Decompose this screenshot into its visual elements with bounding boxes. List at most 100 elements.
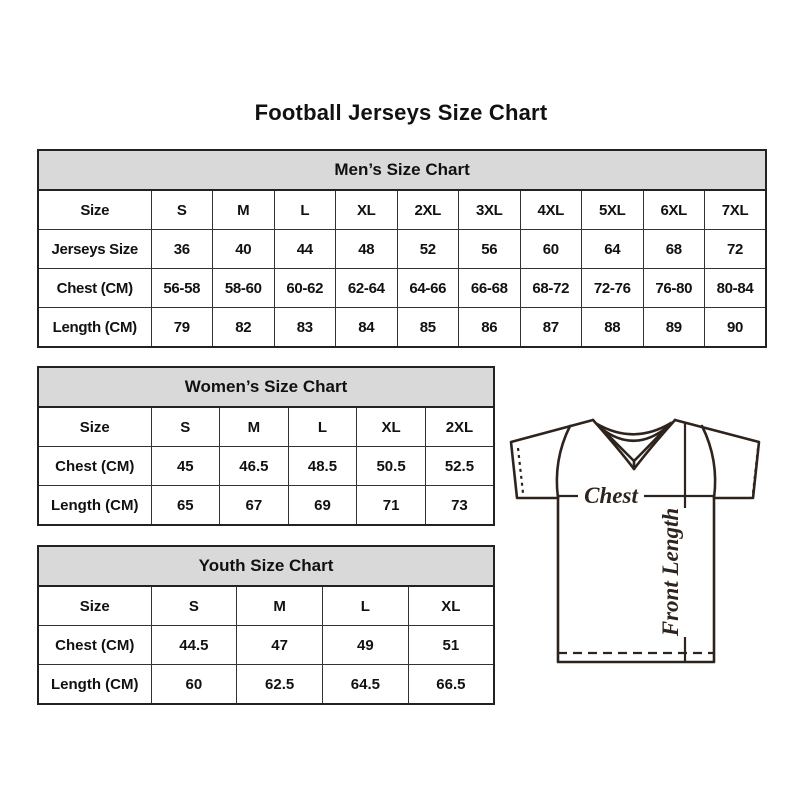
- size-value-cell: 71: [356, 485, 426, 526]
- size-value-cell: 79: [150, 307, 213, 348]
- table-row: Length (CM) 60 62.5 64.5 66.5: [37, 664, 495, 705]
- size-value-cell: 64-66: [396, 268, 459, 308]
- size-value-cell: 6XL: [642, 189, 705, 230]
- mens-size-table: Men’s Size Chart Size S M L XL 2XL 3XL 4XL 5XL 6X…: [36, 149, 768, 348]
- row-label: Size: [37, 406, 152, 447]
- size-value-cell: L: [273, 189, 336, 230]
- jersey-torso-outline: [556, 496, 716, 664]
- size-value-cell: 60: [150, 664, 238, 705]
- jersey-left-armhole: [555, 424, 572, 500]
- page-title: Football Jerseys Size Chart: [254, 100, 548, 125]
- row-label: Chest (CM): [37, 446, 152, 486]
- table-row: Length (CM) 65 67 69 71 73: [37, 485, 495, 526]
- youth-table-header-row: Youth Size Chart: [36, 545, 496, 587]
- row-label: Chest (CM): [37, 625, 152, 665]
- table-row: Chest (CM) 45 46.5 48.5 50.5 52.5: [37, 446, 495, 486]
- youth-table-title: Youth Size Chart: [36, 545, 496, 587]
- jersey-collar-back-arc-inner: [600, 426, 668, 442]
- jersey-right-cuff-stitch: [751, 447, 760, 494]
- size-value-cell: XL: [335, 189, 398, 230]
- size-value-cell: 58-60: [212, 268, 275, 308]
- row-label: Size: [37, 585, 152, 626]
- size-value-cell: 48: [335, 229, 398, 269]
- size-value-cell: XL: [356, 406, 426, 447]
- jersey-right-sleeve-outline: [673, 418, 761, 500]
- size-value-cell: 48.5: [287, 446, 358, 486]
- row-label: Length (CM): [37, 664, 152, 705]
- table-row: Size S M L XL: [37, 585, 495, 626]
- size-value-cell: 68-72: [519, 268, 582, 308]
- jersey-right-armhole: [700, 424, 717, 500]
- size-value-cell: 83: [273, 307, 336, 348]
- size-value-cell: 62-64: [335, 268, 398, 308]
- size-value-cell: 66.5: [407, 664, 495, 705]
- size-value-cell: 46.5: [219, 446, 289, 486]
- size-value-cell: 4XL: [519, 189, 582, 230]
- size-value-cell: 44.5: [150, 625, 238, 665]
- size-value-cell: 52.5: [424, 446, 495, 486]
- size-value-cell: 86: [458, 307, 521, 348]
- table-row: Chest (CM) 56-58 58-60 60-62 62-64 64-66 66-68…: [37, 268, 767, 308]
- size-value-cell: 36: [150, 229, 213, 269]
- row-label: Chest (CM): [37, 268, 152, 308]
- size-value-cell: 56-58: [150, 268, 213, 308]
- size-value-cell: L: [287, 406, 358, 447]
- size-value-cell: S: [150, 189, 213, 230]
- table-row: Size S M L XL 2XL: [37, 406, 495, 447]
- size-value-cell: 76-80: [642, 268, 705, 308]
- row-label: Length (CM): [37, 307, 152, 348]
- table-row: Length (CM) 79 82 83 84 85 86 87 88 89 90: [37, 307, 767, 348]
- size-value-cell: 90: [704, 307, 767, 348]
- youth-size-table: Youth Size Chart Size S M L XL Chest (CM) 44.5…: [36, 545, 496, 705]
- size-value-cell: 2XL: [396, 189, 459, 230]
- size-value-cell: 52: [396, 229, 459, 269]
- size-value-cell: 72-76: [581, 268, 644, 308]
- size-value-cell: 45: [150, 446, 221, 486]
- table-row: Jerseys Size 36 40 44 48 52 56 60 64 68 72: [37, 229, 767, 269]
- table-row: Chest (CM) 44.5 47 49 51: [37, 625, 495, 665]
- size-value-cell: 60: [519, 229, 582, 269]
- size-value-cell: 51: [407, 625, 495, 665]
- womens-table-header-row: Women’s Size Chart: [36, 366, 496, 408]
- size-value-cell: 5XL: [581, 189, 644, 230]
- mens-table-title: Men’s Size Chart: [36, 149, 768, 191]
- row-label: Size: [37, 189, 152, 230]
- front-length-label: Front Length: [658, 508, 683, 637]
- size-value-cell: 56: [458, 229, 521, 269]
- size-value-cell: 85: [396, 307, 459, 348]
- youth-table-body: Size S M L XL Chest (CM) 44.5 47 49 51 Length (CM)…: [37, 585, 495, 705]
- mens-table-header-row: Men’s Size Chart: [36, 149, 768, 191]
- size-value-cell: 84: [335, 307, 398, 348]
- size-value-cell: 88: [581, 307, 644, 348]
- jersey-measurement-diagram-icon: Chest Front Length: [509, 418, 761, 664]
- size-value-cell: 73: [424, 485, 495, 526]
- size-value-cell: 68: [642, 229, 705, 269]
- size-value-cell: 60-62: [273, 268, 336, 308]
- size-value-cell: 80-84: [704, 268, 767, 308]
- size-value-cell: 82: [212, 307, 275, 348]
- size-value-cell: 49: [322, 625, 409, 665]
- jersey-left-sleeve-outline: [509, 418, 595, 500]
- size-value-cell: 64.5: [322, 664, 409, 705]
- size-value-cell: 50.5: [356, 446, 426, 486]
- size-value-cell: M: [236, 585, 323, 626]
- womens-size-table: Women’s Size Chart Size S M L XL 2XL Chest (CM…: [36, 366, 496, 526]
- size-value-cell: 65: [150, 485, 221, 526]
- size-value-cell: 66-68: [458, 268, 521, 308]
- size-value-cell: 72: [704, 229, 767, 269]
- row-label: Jerseys Size: [37, 229, 152, 269]
- jersey-collar-back-arc: [595, 421, 673, 436]
- size-value-cell: M: [212, 189, 275, 230]
- jersey-left-cuff-stitch: [516, 447, 525, 494]
- size-value-cell: XL: [407, 585, 495, 626]
- size-value-cell: 69: [287, 485, 358, 526]
- table-row: Size S M L XL 2XL 3XL 4XL 5XL 6XL 7XL: [37, 189, 767, 230]
- size-value-cell: S: [150, 585, 238, 626]
- size-value-cell: 47: [236, 625, 323, 665]
- mens-table-body: Size S M L XL 2XL 3XL 4XL 5XL 6XL 7XL Jerseys Size 3…: [37, 189, 767, 348]
- size-value-cell: 44: [273, 229, 336, 269]
- size-value-cell: M: [219, 406, 289, 447]
- size-value-cell: 67: [219, 485, 289, 526]
- womens-table-body: Size S M L XL 2XL Chest (CM) 45 46.5 48.5 50.5 52.5…: [37, 406, 495, 526]
